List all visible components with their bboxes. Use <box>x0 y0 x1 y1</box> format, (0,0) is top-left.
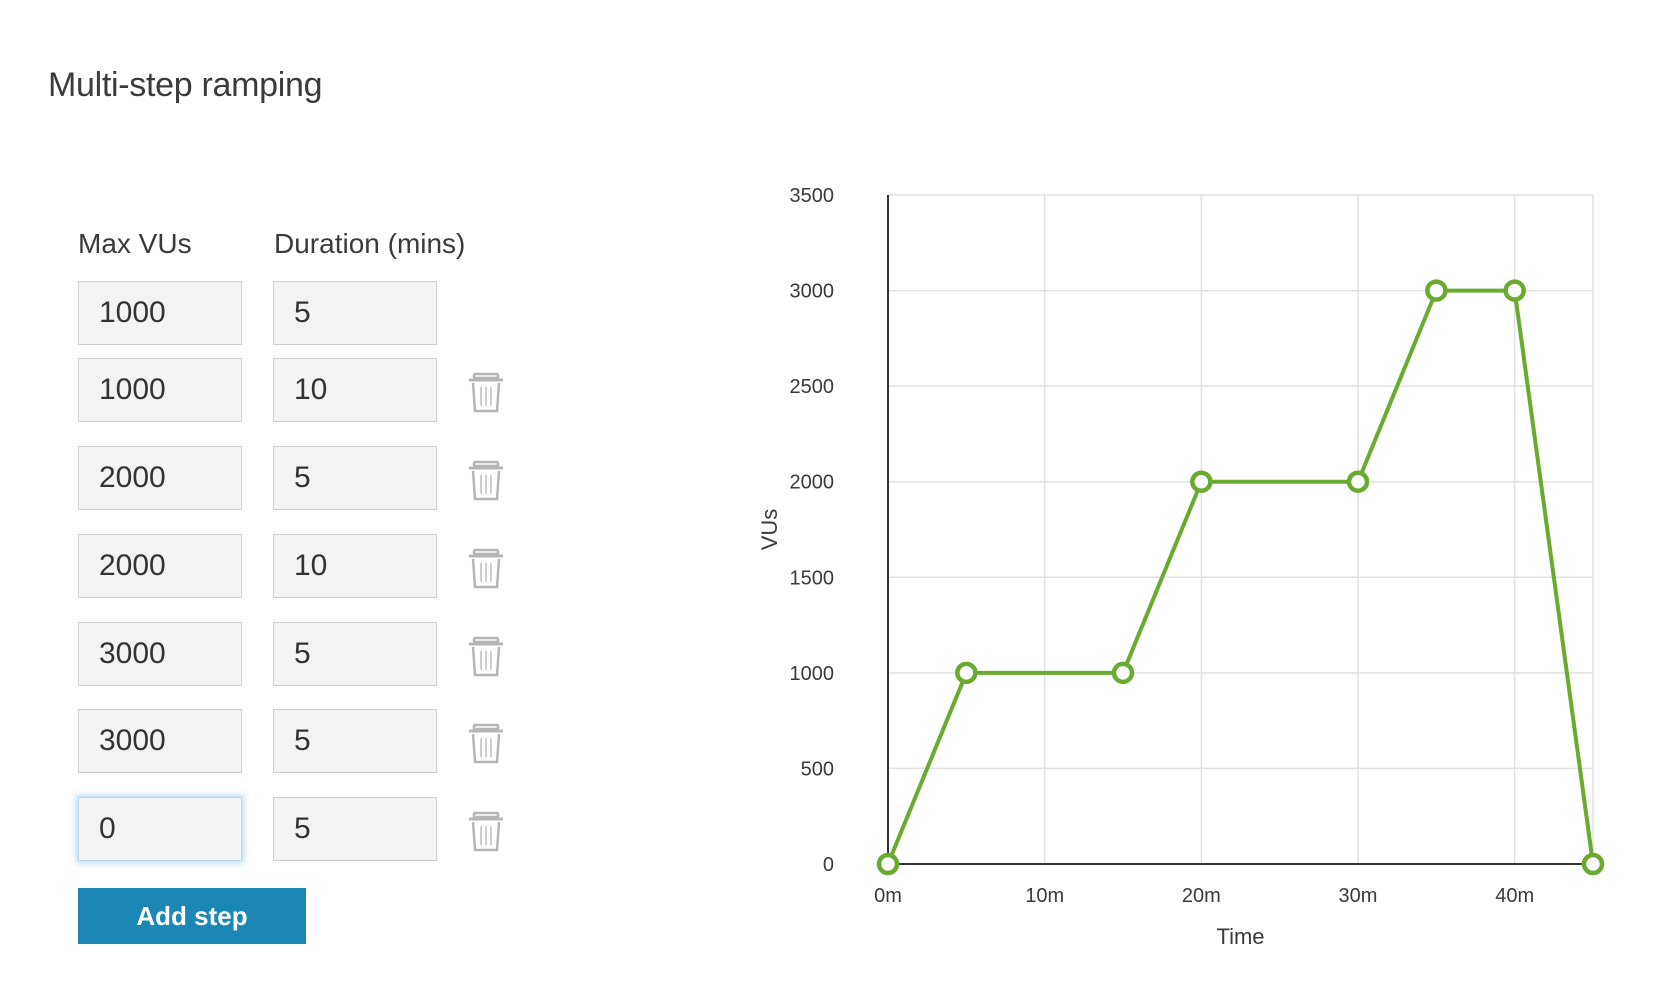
y-tick-label: 0 <box>823 854 834 876</box>
max-vus-input[interactable] <box>78 534 242 598</box>
max-vus-input[interactable] <box>78 281 242 345</box>
max-vus-header: Max VUs <box>78 228 192 259</box>
y-axis-title: VUs <box>757 509 782 551</box>
duration-input[interactable] <box>273 281 437 345</box>
x-tick-label: 30m <box>1339 885 1378 907</box>
vus-over-time-chart: 0 500 1000 1500 2000 2500 3000 3500 0m 10m 20m 30m 4… <box>757 185 1605 949</box>
trash-icon[interactable] <box>466 721 506 765</box>
duration-input[interactable] <box>273 622 437 686</box>
duration-input[interactable] <box>273 709 437 773</box>
max-vus-input[interactable] <box>78 797 242 861</box>
max-vus-input[interactable] <box>78 709 242 773</box>
duration-input[interactable] <box>273 534 437 598</box>
step-row-4 <box>78 534 528 598</box>
x-tick-label: 10m <box>1025 885 1064 907</box>
trash-icon[interactable] <box>466 458 506 502</box>
step-row-7 <box>78 797 528 861</box>
x-tick-label: 0m <box>874 885 902 907</box>
duration-input[interactable] <box>273 358 437 422</box>
series-line <box>886 288 1595 865</box>
x-axis-title: Time <box>1216 924 1264 949</box>
y-tick-label: 3000 <box>790 281 835 303</box>
step-row-1 <box>78 281 528 345</box>
x-tick-label: 40m <box>1495 885 1534 907</box>
duration-input[interactable] <box>273 446 437 510</box>
step-row-2 <box>78 358 528 422</box>
duration-header: Duration (mins) <box>274 228 466 259</box>
y-tick-label: 1000 <box>790 663 835 685</box>
step-row-5 <box>78 622 528 686</box>
data-point <box>1346 470 1370 493</box>
max-vus-input[interactable] <box>78 446 242 510</box>
trash-icon[interactable] <box>466 546 506 590</box>
data-point <box>1503 279 1526 302</box>
add-step-button[interactable]: Add step <box>78 888 306 944</box>
y-tick-label: 3500 <box>790 185 835 207</box>
max-vus-input[interactable] <box>78 358 242 422</box>
x-tick-label: 20m <box>1182 885 1221 907</box>
data-point <box>1581 852 1605 876</box>
data-point <box>1190 470 1213 493</box>
trash-icon[interactable] <box>466 634 506 678</box>
max-vus-input[interactable] <box>78 622 242 686</box>
page-title: Multi-step ramping <box>48 66 323 104</box>
y-tick-label: 1500 <box>790 567 835 589</box>
step-row-6 <box>78 709 528 773</box>
data-point <box>876 852 900 876</box>
data-point <box>1425 279 1448 302</box>
y-tick-label: 2500 <box>790 376 835 398</box>
trash-icon[interactable] <box>466 370 506 414</box>
y-tick-label: 500 <box>801 758 834 780</box>
trash-icon[interactable] <box>466 809 506 853</box>
step-row-3 <box>78 446 528 510</box>
y-tick-label: 2000 <box>790 472 835 494</box>
duration-input[interactable] <box>273 797 437 861</box>
data-point <box>1111 661 1135 685</box>
data-point <box>955 661 978 685</box>
